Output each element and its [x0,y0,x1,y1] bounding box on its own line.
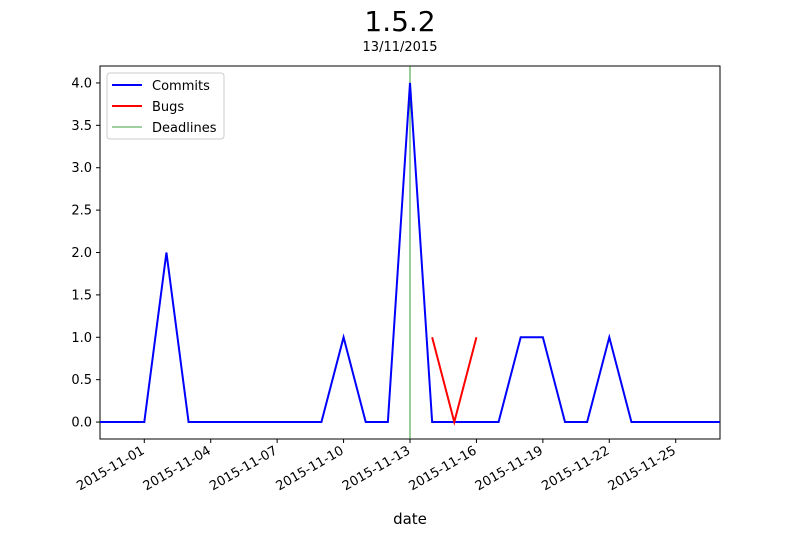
legend-label-commits: Commits [152,79,210,94]
x-tick-label: 2015-11-16 [406,443,479,494]
legend-box [106,72,225,140]
y-tick-label: 0.0 [71,416,92,431]
chart-subtitle: 13/11/2015 [362,40,438,55]
chart-title: 1.5.2 [364,5,436,38]
y-tick-label: 3.5 [71,119,92,134]
y-tick-label: 2.5 [71,204,92,219]
x-tick-label: 2015-11-25 [606,443,679,494]
y-tick-label: 4.0 [71,76,92,91]
y-tick-label: 3.0 [71,161,92,176]
y-tick-label: 1.5 [71,288,92,303]
x-tick-label: 2015-11-01 [74,443,147,494]
x-tick-label: 2015-11-10 [274,443,347,494]
x-tick-label: 2015-11-07 [207,443,280,494]
y-tick-label: 1.0 [71,331,92,346]
x-axis-label: date [393,510,427,528]
legend-label-bugs: Bugs [152,100,184,115]
legend: Commits Bugs Deadlines [106,72,225,140]
x-tick-label: 2015-11-19 [473,443,546,494]
series-line-commits [100,82,720,424]
series-line-bugs [431,337,478,427]
x-tick-label: 2015-11-13 [340,443,413,494]
x-tick-label: 2015-11-04 [141,443,214,494]
y-tick-label: 2.0 [71,246,92,261]
y-tick-label: 0.5 [71,373,92,388]
x-tick-label: 2015-11-22 [539,443,612,494]
legend-label-deadlines: Deadlines [152,121,217,136]
